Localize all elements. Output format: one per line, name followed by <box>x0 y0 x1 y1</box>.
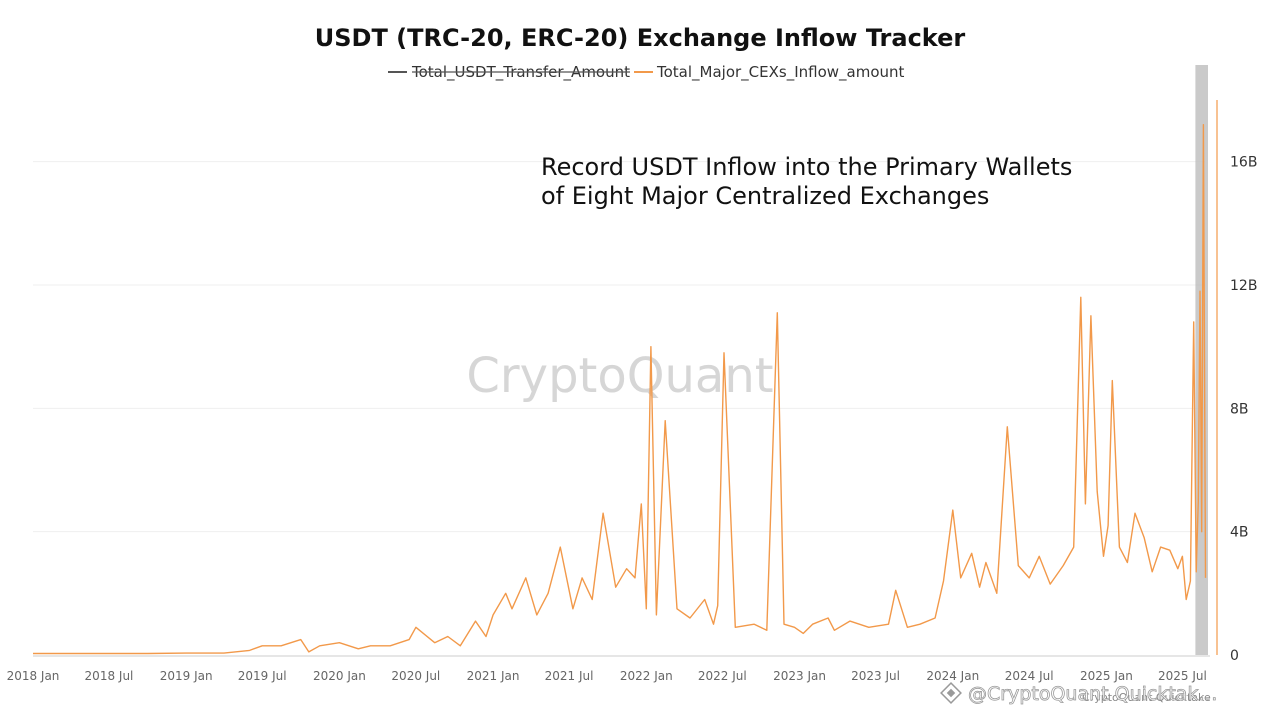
series-line-major-cexs-inflow <box>33 124 1207 655</box>
chart-legend[interactable]: Total_USDT_Transfer_Amount Total_Major_C… <box>388 63 905 82</box>
x-tick-label: 2025 Jan <box>1080 669 1133 683</box>
x-tick-label: 2022 Jan <box>620 669 673 683</box>
binance-logo-icon <box>940 682 962 704</box>
grid-lines <box>33 161 1205 533</box>
x-tick-label: 2019 Jan <box>160 669 213 683</box>
x-axis: 2018 Jan 2018 Jul 2019 Jan 2019 Jul 2020 Jan… <box>7 655 1210 683</box>
x-tick-label: 2024 Jul <box>1005 669 1054 683</box>
y-tick-label: 4B <box>1230 525 1249 541</box>
x-tick-label: 2022 Jul <box>698 669 747 683</box>
annotation-line-1: Record USDT Inflow into the Primary Wall… <box>541 153 1072 181</box>
x-tick-label: 2024 Jan <box>926 669 979 683</box>
x-tick-label: 2018 Jan <box>7 669 60 683</box>
x-tick-label: 2021 Jul <box>545 669 594 683</box>
credit-small-text: CryptoQuant Quicktake <box>1082 691 1211 704</box>
x-tick-label: 2020 Jan <box>313 669 366 683</box>
legend-item-major-cexs-inflow[interactable]: Total_Major_CEXs_Inflow_amount <box>656 63 905 82</box>
credit-text: @CryptoQuant Quicktak… <box>968 683 1217 705</box>
x-tick-label: 2020 Jul <box>391 669 440 683</box>
x-tick-label: 2021 Jan <box>467 669 520 683</box>
chart-title: USDT (TRC-20, ERC-20) Exchange Inflow Tr… <box>315 24 966 52</box>
x-tick-label: 2025 Jul <box>1158 669 1207 683</box>
x-tick-label: 2018 Jul <box>85 669 134 683</box>
x-tick-label: 2023 Jul <box>851 669 900 683</box>
series-layer <box>33 124 1207 655</box>
credit: CryptoQuant Quicktake @CryptoQuant Quick… <box>940 682 1218 705</box>
y-tick-label: 0 <box>1230 648 1239 664</box>
y-tick-label: 8B <box>1230 401 1249 417</box>
annotation-line-2: of Eight Major Centralized Exchanges <box>541 182 989 210</box>
y-tick-label: 16B <box>1230 155 1257 171</box>
x-tick-label: 2023 Jan <box>773 669 826 683</box>
y-tick-label: 12B <box>1230 278 1257 294</box>
x-tick-label: 2019 Jul <box>238 669 287 683</box>
watermark: CryptoQuant <box>466 348 773 404</box>
y-axis: 0 4B 8B 12B 16B <box>1230 155 1257 664</box>
